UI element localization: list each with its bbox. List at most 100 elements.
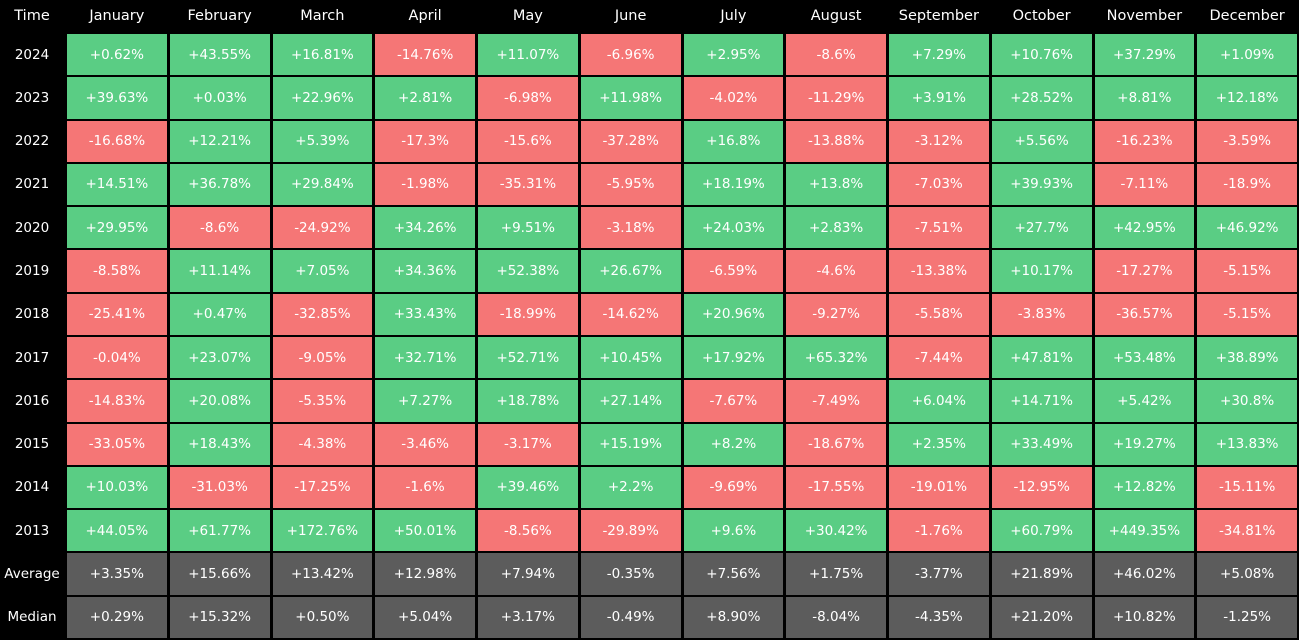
return-cell: -1.98% — [375, 163, 475, 206]
return-cell: +17.92% — [683, 336, 784, 379]
return-cell: +10.03% — [67, 466, 167, 509]
month-header: August — [810, 8, 862, 24]
summary-cell: +13.42% — [272, 553, 373, 595]
return-cell: +9.51% — [478, 207, 578, 249]
return-cell: -1.76% — [889, 510, 989, 552]
return-cell: +5.42% — [1094, 380, 1195, 422]
return-cell: +18.43% — [169, 423, 270, 465]
return-cell: +28.52% — [991, 77, 1092, 119]
return-cell: +12.82% — [1094, 466, 1195, 509]
return-cell: +47.81% — [991, 336, 1092, 379]
return-cell: -8.6% — [169, 207, 270, 249]
return-cell: +23.07% — [169, 336, 270, 379]
return-cell: +14.51% — [67, 163, 167, 206]
return-cell: -7.11% — [1094, 163, 1195, 206]
row-label: 2022 — [14, 133, 50, 150]
return-cell: -17.27% — [1094, 250, 1195, 292]
return-cell: -4.6% — [786, 250, 886, 292]
return-cell: +10.17% — [991, 250, 1092, 292]
return-cell: +2.35% — [889, 423, 989, 465]
return-cell: -35.31% — [478, 163, 578, 206]
return-cell: -1.6% — [375, 466, 475, 509]
return-cell: +39.93% — [991, 163, 1092, 206]
return-cell: -16.23% — [1094, 120, 1195, 162]
return-cell: +11.98% — [580, 77, 681, 119]
return-cell: -25.41% — [67, 293, 167, 335]
return-cell: +43.55% — [169, 34, 270, 76]
return-cell: -13.38% — [889, 250, 989, 292]
return-cell: -4.38% — [272, 423, 373, 465]
return-cell: +18.19% — [683, 163, 784, 206]
return-cell: -0.04% — [67, 336, 167, 379]
return-cell: +27.7% — [991, 207, 1092, 249]
return-cell: +10.45% — [580, 336, 681, 379]
return-cell: -5.95% — [580, 163, 681, 206]
return-cell: -8.56% — [478, 510, 578, 552]
return-cell: +34.36% — [375, 250, 475, 292]
return-cell: +39.63% — [67, 77, 167, 119]
summary-cell: +5.08% — [1197, 553, 1297, 595]
return-cell: -33.05% — [67, 423, 167, 465]
time-header: Time — [14, 8, 50, 24]
return-cell: -9.69% — [683, 466, 784, 509]
summary-cell: -8.04% — [786, 596, 886, 638]
return-cell: -3.46% — [375, 423, 475, 465]
return-cell: -5.15% — [1197, 250, 1297, 292]
summary-cell: +15.32% — [169, 596, 270, 638]
summary-cell: +15.66% — [169, 553, 270, 595]
row-label: 2017 — [14, 349, 50, 366]
summary-cell: +3.35% — [67, 553, 167, 595]
return-cell: +5.39% — [272, 120, 373, 162]
return-cell: +44.05% — [67, 510, 167, 552]
return-cell: -4.02% — [683, 77, 784, 119]
return-cell: +15.19% — [580, 423, 681, 465]
return-cell: -32.85% — [272, 293, 373, 335]
return-cell: +30.42% — [786, 510, 886, 552]
row-label: 2016 — [14, 392, 50, 409]
return-cell: +7.29% — [889, 34, 989, 76]
return-cell: +6.04% — [889, 380, 989, 422]
return-cell: -18.99% — [478, 293, 578, 335]
return-cell: -9.05% — [272, 336, 373, 379]
return-cell: +61.77% — [169, 510, 270, 552]
return-cell: +449.35% — [1094, 510, 1195, 552]
row-label: 2024 — [14, 46, 50, 63]
return-cell: -3.12% — [889, 120, 989, 162]
row-label: Average — [4, 566, 60, 583]
summary-cell: +12.98% — [375, 553, 475, 595]
month-header: May — [512, 8, 543, 24]
summary-cell: -4.35% — [889, 596, 989, 638]
row-label: 2018 — [14, 306, 50, 323]
month-header: October — [1012, 8, 1071, 24]
row-label: 2014 — [14, 479, 50, 496]
return-cell: -11.29% — [786, 77, 886, 119]
return-cell: -7.03% — [889, 163, 989, 206]
return-cell: +50.01% — [375, 510, 475, 552]
month-header: February — [187, 8, 252, 24]
return-cell: -13.88% — [786, 120, 886, 162]
summary-cell: -0.49% — [580, 596, 681, 638]
return-cell: +16.8% — [683, 120, 784, 162]
return-cell: +1.09% — [1197, 34, 1297, 76]
return-cell: +32.71% — [375, 336, 475, 379]
return-cell: -5.58% — [889, 293, 989, 335]
month-header: June — [614, 8, 647, 24]
row-label: 2021 — [14, 176, 50, 193]
return-cell: +0.47% — [169, 293, 270, 335]
return-cell: +0.03% — [169, 77, 270, 119]
return-cell: -6.96% — [580, 34, 681, 76]
return-cell: +2.95% — [683, 34, 784, 76]
return-cell: -34.81% — [1197, 510, 1297, 552]
return-cell: +10.76% — [991, 34, 1092, 76]
return-cell: -3.83% — [991, 293, 1092, 335]
return-cell: +52.38% — [478, 250, 578, 292]
month-header: March — [300, 8, 345, 24]
return-cell: -9.27% — [786, 293, 886, 335]
return-cell: -3.17% — [478, 423, 578, 465]
return-cell: +11.14% — [169, 250, 270, 292]
return-cell: +3.91% — [889, 77, 989, 119]
return-cell: -5.35% — [272, 380, 373, 422]
row-label: 2023 — [14, 89, 50, 106]
return-cell: -17.25% — [272, 466, 373, 509]
